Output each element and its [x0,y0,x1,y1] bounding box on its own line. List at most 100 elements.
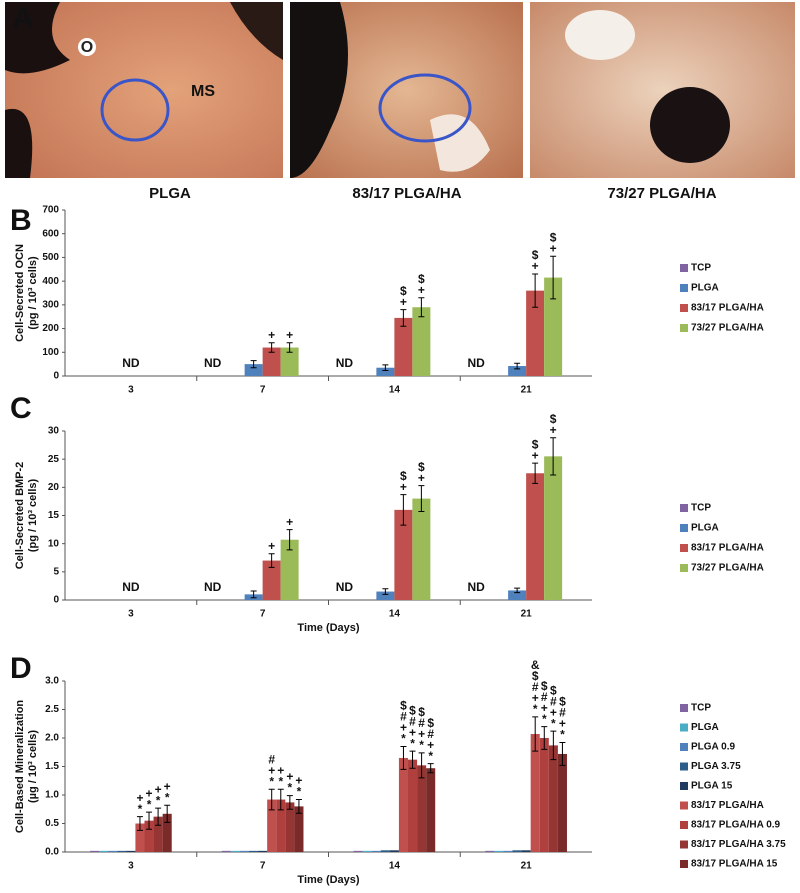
x-tick-label: 21 [521,861,533,872]
legend-label: PLGA 0.9 [691,742,736,753]
bar [162,813,172,852]
legend-label: 83/17 PLGA/HA [691,543,764,554]
error-bar [514,587,521,594]
significance-mark: + [550,705,557,719]
error-bar [277,788,284,811]
error-bar [286,342,293,353]
legend-swatch [680,324,688,332]
nd-label: ND [336,580,354,594]
error-bar [286,529,293,551]
significance-mark: # [559,706,566,720]
error-bar [400,309,407,327]
y-tick-label: 2.0 [45,733,59,744]
bar [262,347,281,376]
legend-label: PLGA [691,523,719,534]
bar [530,734,540,852]
significance-mark: & [531,658,540,672]
x-axis-label: Time (Days) [297,874,359,886]
bar [521,850,531,852]
y-axis-label: (pg / 10³ cells) [27,256,39,330]
y-axis-label: (pg / 10³ cells) [27,478,39,552]
bar [398,757,408,852]
significance-mark: * [410,736,415,750]
significance-mark: $ [418,460,425,474]
significance-mark: + [286,770,293,784]
y-tick-label: 0.5 [45,818,59,829]
significance-mark: * [419,738,424,752]
legend-swatch [680,860,688,868]
bar [376,591,395,600]
bar [412,307,431,376]
bar [426,768,436,852]
bar [362,850,372,852]
bar [526,473,545,600]
legend-swatch [680,304,688,312]
bar [90,850,100,852]
y-tick-label: 10 [48,538,60,549]
y-tick-label: 100 [42,347,59,358]
significance-mark: * [533,702,538,716]
y-tick-label: 0 [53,595,59,606]
error-bar [286,795,293,810]
x-tick-label: 7 [260,609,266,620]
bar [135,823,145,852]
error-bar [559,742,566,766]
bar [262,560,281,600]
significance-mark: $ [532,437,539,451]
significance-mark: + [550,423,557,437]
significance-mark: $ [550,412,557,426]
significance-mark: + [541,701,548,715]
bar [294,806,304,852]
significance-mark: $ [559,695,566,709]
error-bar [382,588,389,595]
legend-label: TCP [691,703,711,714]
significance-mark: * [156,793,161,807]
bar [485,850,495,852]
significance-mark: + [418,727,425,741]
y-tick-label: 30 [48,426,60,437]
bar [503,850,513,852]
significance-mark: * [401,732,406,746]
image-caption: 83/17 PLGA/HA [352,185,461,202]
bar [221,850,231,852]
y-tick-label: 5 [53,566,59,577]
significance-mark: # [427,727,434,741]
error-bar [400,494,407,526]
error-bar [418,485,425,513]
error-bar [268,342,275,353]
panel-letter: B [10,204,32,237]
y-tick-label: 200 [42,323,59,334]
cavity [430,114,490,172]
significance-mark: + [164,779,171,793]
bar [230,850,240,852]
cavity [650,87,730,163]
significance-mark: + [532,691,539,705]
legend-label: 83/17 PLGA/HA 3.75 [691,839,786,850]
legend-label: 83/17 PLGA/HA [691,800,764,811]
y-axis-label: Cell-Secreted OCN [14,244,26,342]
bar [380,850,390,852]
legend-swatch [680,743,688,751]
significance-mark: + [268,539,275,553]
error-bar [418,752,425,779]
legend-label: PLGA 3.75 [691,761,741,772]
bar [99,850,109,852]
significance-mark: $ [418,705,425,719]
bar [508,366,527,376]
significance-mark: + [286,328,293,342]
nd-label: ND [467,580,485,594]
bar [512,850,522,852]
legend-label: 83/17 PLGA/HA 0.9 [691,820,781,831]
bar [548,745,558,852]
bar [244,364,263,376]
significance-mark: + [418,283,425,297]
significance-mark: # [550,694,557,708]
bar [276,799,286,852]
y-tick-label: 1.0 [45,790,59,801]
significance-mark: + [268,328,275,342]
error-bar [427,763,434,774]
nd-label: ND [122,580,140,594]
y-tick-label: 400 [42,276,59,287]
significance-mark: * [560,728,565,742]
legend-label: TCP [691,263,711,274]
